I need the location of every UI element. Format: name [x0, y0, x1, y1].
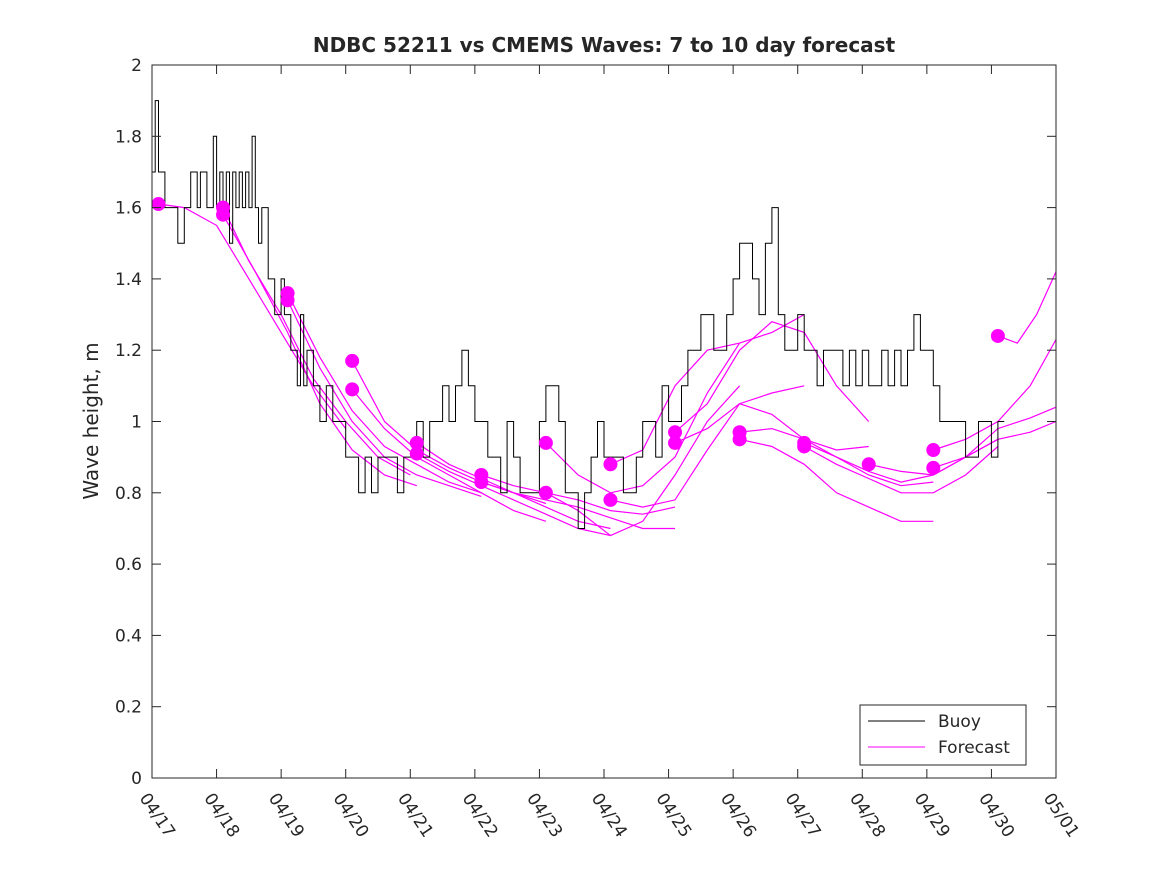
forecast-marker	[926, 443, 941, 458]
x-tick-label: 04/29	[910, 790, 954, 842]
x-tick-label: 04/19	[264, 790, 308, 842]
forecast-marker	[861, 457, 876, 472]
forecast-marker	[538, 485, 553, 500]
x-tick-label: 04/30	[974, 790, 1018, 842]
forecast-line	[674, 403, 869, 451]
forecast-line	[545, 342, 741, 494]
y-tick-label: 0.6	[115, 555, 142, 575]
forecast-marker	[990, 328, 1005, 343]
forecast-marker	[732, 432, 747, 447]
forecast-marker	[345, 353, 360, 368]
x-tick-label: 04/22	[458, 790, 502, 842]
x-tick-label: 05/01	[1039, 790, 1083, 842]
forecast-marker	[345, 382, 360, 397]
y-tick-label: 1.8	[115, 127, 142, 147]
x-tick-label: 04/28	[845, 790, 889, 842]
forecast-line	[803, 445, 999, 494]
y-tick-label: 0.4	[115, 626, 142, 646]
forecast-marker	[474, 475, 489, 490]
y-tick-label: 1.6	[115, 199, 142, 219]
legend-box	[859, 704, 1027, 766]
forecast-marker	[668, 435, 683, 450]
plot-data	[151, 100, 1057, 537]
x-tick-label: 04/20	[329, 790, 373, 842]
forecast-marker	[151, 197, 166, 212]
legend: Buoy Forecast	[859, 704, 1027, 766]
y-tick-label: 2	[131, 56, 142, 76]
forecast-marker	[538, 435, 553, 450]
legend-label-buoy: Buoy	[938, 712, 981, 732]
x-tick-label: 04/17	[135, 790, 179, 842]
forecast-line	[610, 385, 805, 508]
y-tick-label: 0.8	[115, 484, 142, 504]
forecast-line	[997, 271, 1057, 344]
x-tick-label: 04/26	[716, 790, 760, 842]
forecast-marker	[603, 457, 618, 472]
forecast-marker	[409, 435, 424, 450]
y-tick-label: 1	[131, 413, 142, 433]
forecast-marker	[668, 425, 683, 440]
forecast-marker	[280, 293, 295, 308]
x-tick-label: 04/25	[651, 790, 695, 842]
chart-title: NDBC 52211 vs CMEMS Waves: 7 to 10 day f…	[313, 33, 896, 57]
y-tick-label: 0	[131, 769, 142, 789]
buoy-line	[152, 100, 1005, 529]
x-tick-label: 04/18	[199, 790, 243, 842]
forecast-line	[287, 292, 482, 494]
x-tick-label: 04/21	[393, 790, 437, 842]
forecast-marker	[409, 446, 424, 461]
x-tick-label: 04/23	[522, 790, 566, 842]
forecast-line	[674, 321, 870, 433]
forecast-line	[351, 389, 547, 522]
y-tick-label: 1.2	[115, 341, 142, 361]
y-tick-label: 0.2	[115, 698, 142, 718]
x-tick-label: 04/24	[587, 790, 631, 842]
x-tick-label: 04/27	[781, 790, 825, 842]
legend-label-forecast: Forecast	[938, 738, 1010, 758]
forecast-marker	[603, 492, 618, 507]
y-axis-label: Wave height, m	[79, 342, 103, 499]
forecast-marker	[216, 207, 231, 222]
forecast-marker	[797, 439, 812, 454]
y-tick-label: 1.4	[115, 270, 142, 290]
forecast-line	[739, 438, 934, 522]
forecast-marker	[926, 460, 941, 475]
